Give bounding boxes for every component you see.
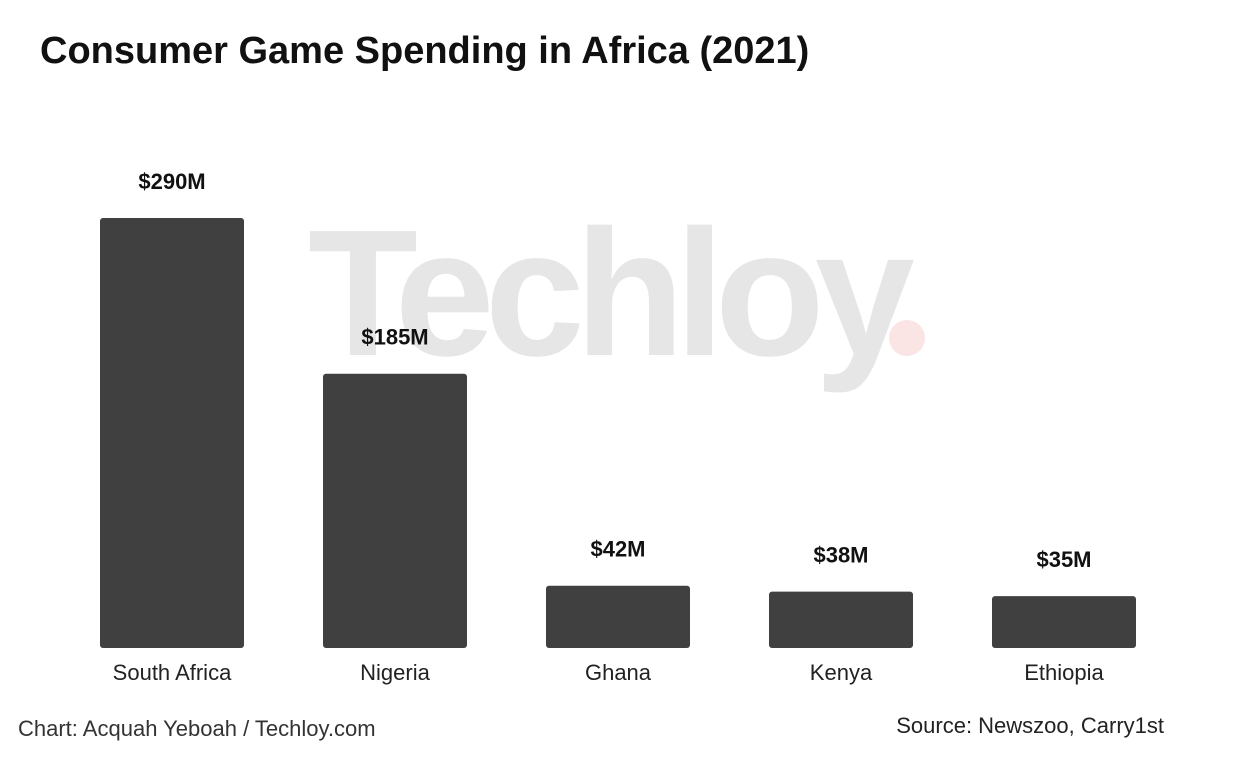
bar-ethiopia: [992, 596, 1136, 648]
category-label: Nigeria: [360, 660, 430, 685]
chart-title: Consumer Game Spending in Africa (2021): [40, 30, 810, 72]
data-label: $35M: [1036, 547, 1091, 572]
category-label: Ghana: [585, 660, 652, 685]
category-label: Kenya: [810, 660, 873, 685]
bar-kenya: [769, 591, 913, 648]
data-label: $290M: [138, 169, 205, 194]
data-label: $38M: [813, 543, 868, 568]
chart-credit: Chart: Acquah Yeboah / Techloy.com: [18, 716, 376, 741]
data-label: $42M: [590, 537, 645, 562]
bar-south-africa: [100, 218, 244, 648]
data-source: Source: Newszoo, Carry1st: [896, 713, 1164, 738]
watermark-text: Techloy: [308, 200, 915, 394]
watermark-graphic: Techloy: [308, 193, 925, 394]
techloy-watermark-logo: Techloy: [300, 193, 940, 400]
category-label: Ethiopia: [1024, 660, 1104, 685]
data-label: $185M: [361, 325, 428, 350]
bar-nigeria: [323, 373, 467, 648]
category-label: South Africa: [113, 660, 232, 685]
bar-ghana: [546, 585, 690, 648]
watermark-dot: [889, 320, 925, 356]
bar-chart: $290M South Africa $185M Nigeria $42M Ghana $3…: [100, 169, 1136, 685]
